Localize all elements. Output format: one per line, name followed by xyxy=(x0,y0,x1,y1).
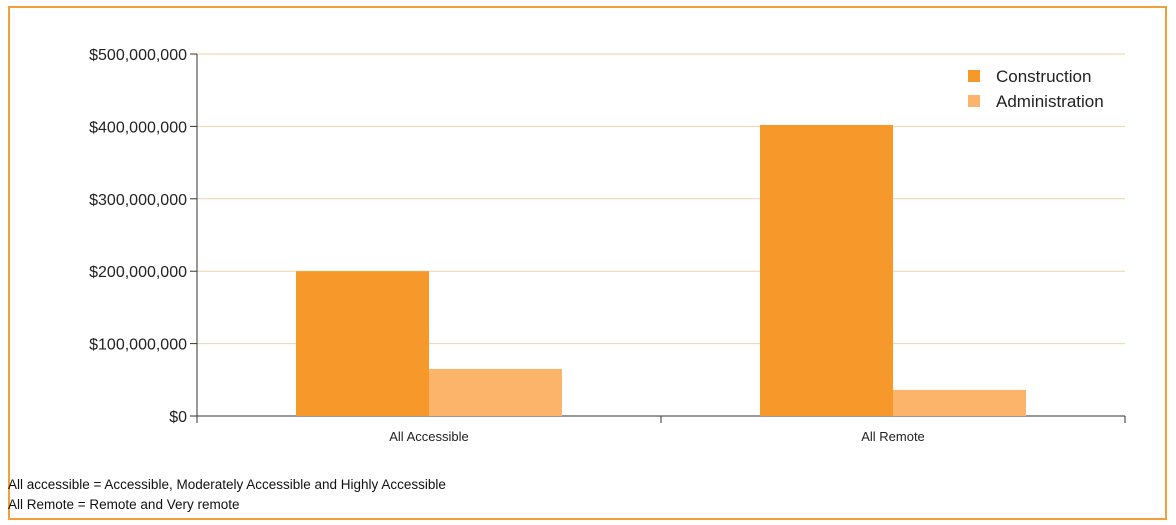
x-tick-label: All Remote xyxy=(861,429,925,444)
bar-construction-0 xyxy=(296,271,429,416)
bar-administration-1 xyxy=(893,389,1026,416)
x-tick-label: All Accessible xyxy=(389,429,468,444)
bar-chart: $0 $100,000,000 $200,000,000 $300,000,000 $4… xyxy=(89,47,1126,444)
legend-swatch-construction xyxy=(968,70,980,82)
y-tick-label: $0 xyxy=(169,409,187,426)
legend-label-construction: Construction xyxy=(996,67,1091,86)
bar-construction-1 xyxy=(760,124,893,417)
y-tick-label: $100,000,000 xyxy=(89,337,187,354)
chart-frame xyxy=(8,6,1167,520)
y-tick-label: $400,000,000 xyxy=(89,119,187,136)
legend-label-administration: Administration xyxy=(996,92,1104,111)
y-tick-label: $500,000,000 xyxy=(89,47,187,64)
bar-administration-0 xyxy=(429,368,562,416)
footnote-accessible: All accessible = Accessible, Moderately … xyxy=(8,477,446,492)
y-tick-label: $300,000,000 xyxy=(89,192,187,209)
footnote-remote: All Remote = Remote and Very remote xyxy=(8,497,240,512)
legend-swatch-administration xyxy=(968,95,980,107)
y-tick-label: $200,000,000 xyxy=(89,264,187,281)
